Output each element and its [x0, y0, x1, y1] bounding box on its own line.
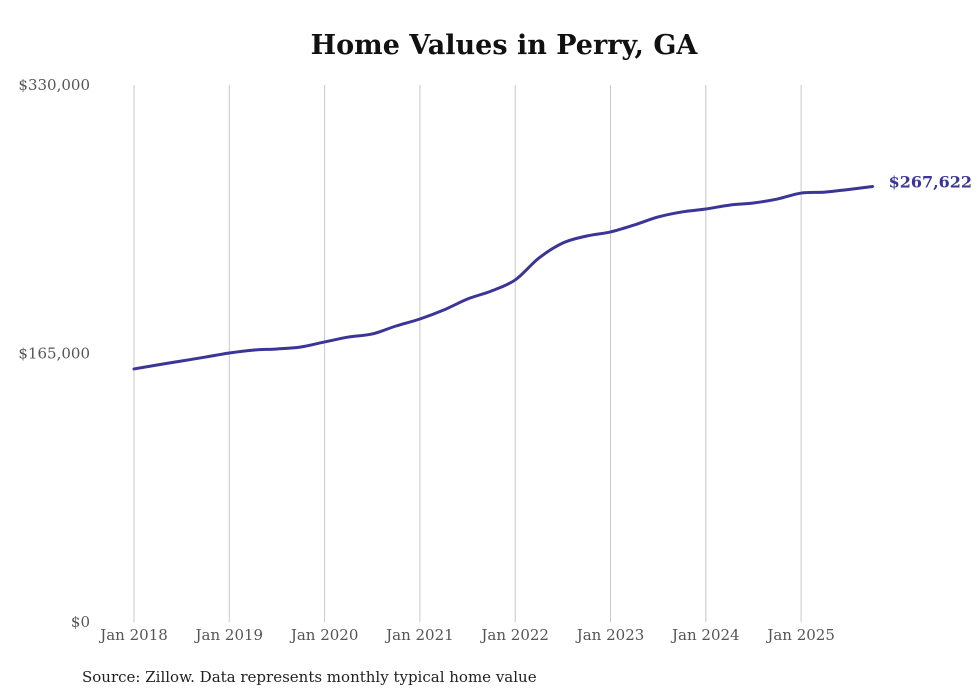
y-tick-label: $165,000 [18, 345, 90, 363]
x-tick-label: Jan 2018 [98, 626, 168, 644]
x-tick-label: Jan 2024 [670, 626, 740, 644]
x-tick-label: Jan 2020 [289, 626, 359, 644]
y-tick-label: $0 [71, 613, 90, 631]
y-tick-label: $330,000 [18, 76, 90, 94]
x-tick-label: Jan 2022 [479, 626, 549, 644]
x-tick-label: Jan 2023 [575, 626, 645, 644]
source-note: Source: Zillow. Data represents monthly … [82, 668, 537, 686]
end-value-label: $267,622 [889, 173, 973, 192]
series-line [132, 185, 875, 371]
x-tick-label: Jan 2025 [765, 626, 835, 644]
chart-title: Home Values in Perry, GA [310, 30, 698, 61]
x-tick-label: Jan 2019 [194, 626, 264, 644]
x-tick-label: Jan 2021 [384, 626, 454, 644]
